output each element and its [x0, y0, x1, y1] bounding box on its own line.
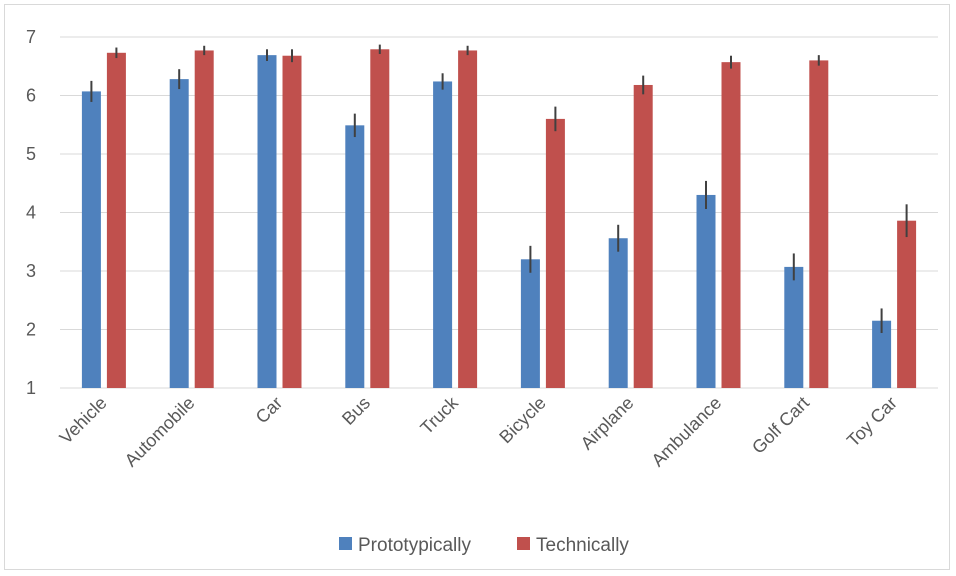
bar-technically-toy-car — [897, 220, 917, 388]
x-tick-label: Toy Car — [843, 393, 901, 451]
x-tick-label: Ambulance — [648, 393, 726, 471]
bar-technically-golf-cart — [809, 60, 829, 389]
bars — [81, 49, 917, 389]
error-bars — [90, 44, 908, 334]
bar-prototypically-automobile — [169, 79, 189, 389]
x-axis-ticks: Vehicle Automobile Car Bus Truck Bicycle Airpl… — [56, 392, 901, 471]
bar-prototypically-bus — [345, 125, 365, 389]
bar-prototypically-truck — [433, 81, 453, 389]
bar-prototypically-vehicle — [81, 91, 101, 388]
bar-technically-ambulance — [721, 62, 741, 388]
bar-prototypically-car — [257, 55, 277, 388]
y-tick-label: 6 — [26, 86, 36, 106]
bar-technically-car — [282, 55, 302, 388]
y-tick-label: 5 — [26, 144, 36, 164]
y-tick-label: 4 — [26, 203, 36, 223]
bar-technically-bus — [370, 49, 390, 388]
legend-swatch-prototypically — [339, 537, 352, 550]
legend-label-technically: Technically — [536, 535, 629, 556]
bar-technically-airplane — [633, 84, 653, 388]
x-tick-label: Car — [252, 393, 287, 428]
bar-prototypically-bicycle — [520, 259, 540, 388]
x-tick-label: Vehicle — [56, 393, 111, 448]
y-tick-label: 7 — [26, 27, 36, 47]
legend-swatch-technically — [517, 537, 530, 550]
x-tick-label: Bus — [338, 393, 374, 429]
y-tick-label: 2 — [26, 320, 36, 340]
x-tick-label: Bicycle — [495, 393, 549, 447]
x-tick-label: Airplane — [577, 393, 638, 454]
x-tick-label: Automobile — [121, 393, 199, 471]
bar-technically-automobile — [194, 50, 214, 388]
y-tick-label: 1 — [26, 378, 36, 398]
bar-prototypically-toy-car — [872, 320, 892, 388]
bar-prototypically-airplane — [608, 238, 628, 388]
legend: Prototypically Technically — [339, 535, 629, 556]
y-tick-label: 3 — [26, 261, 36, 281]
gridlines — [60, 36, 938, 389]
legend-label-prototypically: Prototypically — [358, 535, 471, 556]
bar-technically-bicycle — [545, 118, 565, 389]
bar-technically-vehicle — [106, 52, 126, 389]
y-axis-ticks: 1 2 3 4 5 6 7 — [26, 27, 36, 398]
bar-prototypically-ambulance — [696, 194, 716, 388]
x-tick-label: Truck — [416, 392, 462, 438]
bar-technically-truck — [458, 50, 478, 388]
bar-prototypically-golf-cart — [784, 266, 804, 388]
x-tick-label: Golf Cart — [748, 393, 813, 458]
